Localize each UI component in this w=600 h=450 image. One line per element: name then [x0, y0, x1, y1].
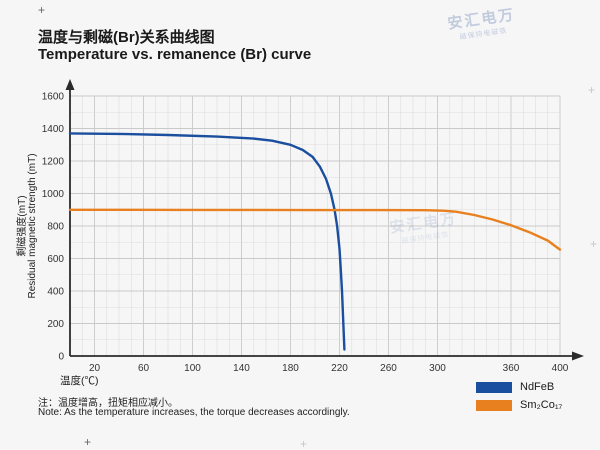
- x-tick-label: 180: [282, 363, 299, 374]
- sm2co17-swatch: [476, 399, 512, 411]
- chart-area: 20 60 100 140 180 220 260 300 360 400 0 200 400 600 80…: [30, 78, 590, 383]
- y-tick-label: 400: [47, 287, 64, 298]
- plus-mark: +: [38, 3, 46, 17]
- x-tick-label: 400: [552, 363, 569, 374]
- ndfeb-swatch: [476, 381, 512, 393]
- y-tick-label: 200: [47, 319, 64, 330]
- y-tick-label: 0: [58, 352, 64, 363]
- page-title-cn: 温度与剩磁(Br)关系曲线图: [38, 29, 215, 46]
- watermark: 安汇电万 磁保持电磁铁: [446, 3, 518, 43]
- plus-mark: +: [300, 437, 308, 450]
- sm2co17-label: Sm₂Co₁₇: [520, 399, 563, 411]
- y-axis-arrow: [65, 79, 75, 90]
- y-tick-label: 800: [47, 222, 64, 233]
- plus-mark: +: [590, 237, 598, 251]
- y-axis-label-cn: 剩磁强度(mT): [17, 195, 28, 257]
- x-tick-label: 300: [429, 363, 446, 374]
- x-tick-label: 60: [138, 363, 150, 374]
- plus-mark: +: [84, 435, 92, 449]
- legend-item-sm2co17: Sm₂Co₁₇: [476, 399, 562, 411]
- x-tick-label: 20: [89, 363, 101, 374]
- y-tick-label: 1000: [42, 189, 65, 200]
- note-en: Note: As the temperature increases, the …: [38, 407, 350, 418]
- x-tick-label: 260: [380, 363, 397, 374]
- x-tick-label: 220: [331, 363, 348, 374]
- plus-mark: +: [588, 83, 596, 97]
- chart-canvas: 20 60 100 140 180 220 260 300 360 400 0 200 400 600 80…: [42, 79, 584, 374]
- y-tick-label: 1200: [42, 157, 65, 168]
- x-axis-arrow: [572, 351, 584, 361]
- watermark-sub: 磁保持电磁铁: [459, 27, 508, 42]
- x-tick-label: 100: [184, 363, 201, 374]
- y-tick-label: 1400: [42, 124, 65, 135]
- y-tick-label: 1600: [42, 92, 65, 103]
- ndfeb-label: NdFeB: [520, 381, 555, 393]
- page-title-en: Temperature vs. remanence (Br) curve: [38, 46, 312, 63]
- watermark-main: 安汇电万: [446, 6, 517, 33]
- x-tick-label: 140: [233, 363, 250, 374]
- legend: NdFeB Sm₂Co₁₇: [476, 381, 562, 417]
- series-NdFeB: [68, 132, 346, 351]
- series-Sm₂Co₁₇: [68, 208, 562, 251]
- x-tick-label: 360: [503, 363, 520, 374]
- note-cn: 注：温度增高，扭矩相应减小。: [38, 398, 178, 409]
- legend-item-ndfeb: NdFeB: [476, 381, 562, 393]
- y-tick-label: 600: [47, 254, 64, 265]
- x-axis-label: 温度(℃): [60, 375, 99, 387]
